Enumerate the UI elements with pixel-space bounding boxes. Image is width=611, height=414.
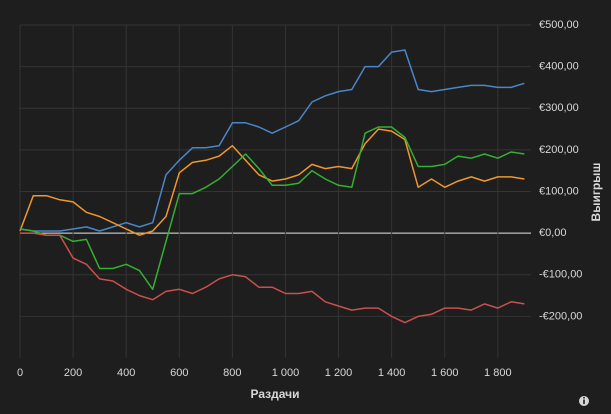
y-tick-label: €500,00 [539,19,579,31]
y-tick-label: -€200,00 [539,310,582,322]
series-line [19,49,525,232]
y-tick-label: -€100,00 [539,269,582,281]
y-tick-label: €100,00 [539,185,579,197]
x-tick-label: 800 [223,367,241,379]
x-tick-label: 1 200 [325,367,353,379]
y-tick-label: €0,00 [539,227,567,239]
x-tick-label: 1 000 [272,367,300,379]
x-tick-label: 1 600 [431,367,459,379]
x-tick-label: 1 800 [484,367,512,379]
x-tick-label: 400 [117,367,135,379]
series-line [19,128,525,236]
series-line [20,232,525,324]
x-tick-label: 200 [64,367,82,379]
y-tick-label: €200,00 [539,144,579,156]
x-tick-label: 0 [17,367,23,379]
info-icon[interactable] [579,396,589,406]
y-tick-label: €400,00 [539,61,579,73]
series-line [19,126,525,291]
y-tick-label: €300,00 [539,102,579,114]
x-tick-label: 1 400 [378,367,406,379]
x-axis-title: Раздачи [251,387,300,401]
y-axis-title: Выигрыш [589,163,603,222]
x-tick-label: 600 [170,367,188,379]
